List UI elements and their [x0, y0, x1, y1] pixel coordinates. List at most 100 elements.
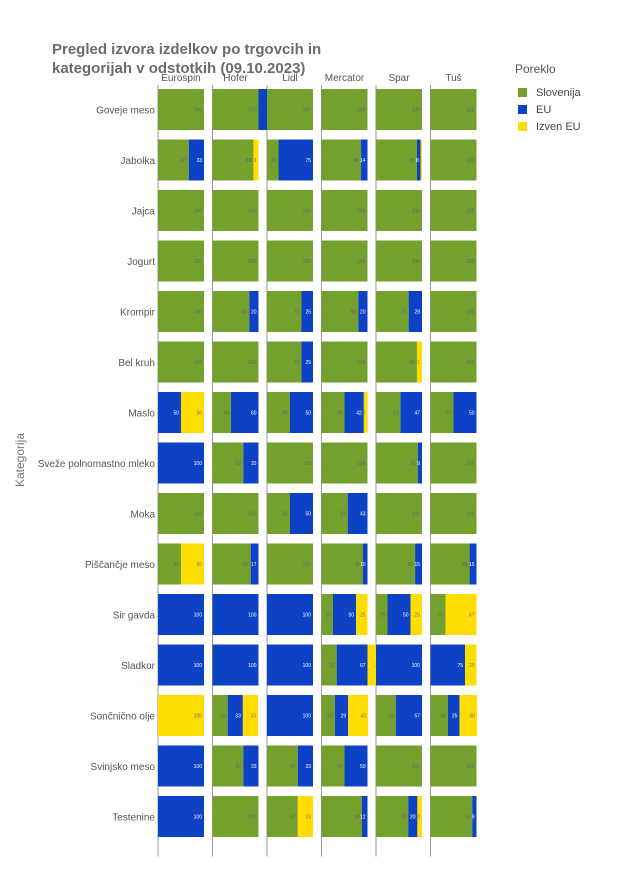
- bar-testenine-spar-eu: [408, 796, 418, 837]
- data-label-maslo-mercator-izven-eu: 8: [363, 411, 366, 417]
- bar-jabolka-lidl-slovenija: [267, 139, 279, 181]
- data-label-maslo-tus-slovenija: 50: [446, 411, 452, 417]
- data-label-sladkor-lidl-eu: 100: [303, 663, 312, 669]
- bar-soncnicno-olje-hofer-izven-eu: [242, 695, 259, 736]
- category-label-maslo: Maslo: [128, 409, 155, 420]
- legend-label-slovenija: Slovenija: [536, 86, 581, 99]
- data-label-soncnicno-olje-tus-slovenija: 38: [440, 714, 446, 720]
- bar-testenine-lidl-slovenija: [267, 796, 298, 837]
- bar-bel-kruh-lidl-eu: [301, 341, 313, 383]
- category-label-moka: Moka: [131, 510, 156, 521]
- bar-jogurt-mercator-slovenija: [321, 240, 368, 282]
- bar-moka-lidl-slovenija: [267, 493, 290, 534]
- bar-krompir-eurospin-slovenija: [158, 291, 204, 332]
- data-label-jabolka-lidl-eu: 75: [305, 158, 311, 164]
- data-label-testenine-lidl-izven-eu: 33: [305, 815, 311, 821]
- data-label-moka-lidl-slovenija: 50: [282, 512, 288, 518]
- data-label-jabolka-lidl-slovenija: 25: [271, 158, 277, 164]
- data-label-sir-gavda-tus-izven-eu: 67: [469, 613, 475, 619]
- bar-sveze-polnomastno-mleko-spar-slovenija: [376, 442, 418, 484]
- category-label-krompir: Krompir: [120, 308, 156, 319]
- bar-jajca-hofer-slovenija: [212, 190, 259, 231]
- bar-krompir-spar-eu: [408, 291, 422, 332]
- bar-soncnicno-olje-spar-eu: [395, 695, 422, 736]
- bar-sladkor-lidl-eu: [267, 644, 313, 686]
- bar-maslo-hofer-eu: [230, 392, 259, 433]
- bar-sladkor-eurospin-eu: [158, 644, 204, 686]
- legend-swatch-slovenija: [518, 88, 527, 97]
- bar-jabolka-hofer-slovenija: [212, 139, 254, 181]
- bar-maslo-lidl-eu: [290, 392, 313, 433]
- data-label-bel-kruh-mercator-slovenija: 100: [357, 360, 366, 366]
- data-label-piscancje-meso-lidl-slovenija: 100: [303, 562, 312, 568]
- bar-piscancje-meso-tus-slovenija: [430, 543, 470, 585]
- bar-sir-gavda-tus-izven-eu: [445, 594, 477, 635]
- bar-bel-kruh-mercator-slovenija: [321, 341, 368, 383]
- data-label-maslo-eurospin-izven-eu: 50: [196, 411, 202, 417]
- bar-piscancje-meso-lidl-slovenija: [267, 543, 313, 585]
- legend-item-eu: EU: [515, 101, 581, 118]
- data-label-piscancje-meso-mercator-eu: 10: [360, 562, 366, 568]
- bar-soncnicno-olje-tus-slovenija: [430, 695, 448, 736]
- data-label-soncnicno-olje-lidl-eu: 100: [303, 714, 312, 720]
- bar-jabolka-tus-slovenija: [430, 139, 477, 181]
- data-label-sladkor-tus-eu: 75: [457, 663, 463, 669]
- data-label-moka-lidl-eu: 50: [305, 512, 311, 518]
- data-label-svinjsko-meso-tus-slovenija: 100: [466, 764, 475, 770]
- data-label-testenine-eurospin-eu: 100: [194, 815, 203, 821]
- bar-sveze-polnomastno-mleko-mercator-slovenija: [321, 442, 368, 484]
- store-header-eurospin: Eurospin: [161, 73, 200, 84]
- data-label-svinjsko-meso-mercator-eu: 50: [360, 764, 366, 770]
- data-label-moka-mercator-slovenija: 57: [340, 512, 346, 518]
- data-label-testenine-mercator-eu: 12: [360, 815, 366, 821]
- bar-sir-gavda-spar-izven-eu: [410, 594, 422, 635]
- bar-testenine-mercator-eu: [361, 796, 368, 837]
- data-label-krompir-lidl-slovenija: 75: [294, 310, 300, 316]
- data-label-jabolka-eurospin-eu: 33: [196, 158, 202, 164]
- data-label-sir-gavda-mercator-eu: 50: [348, 613, 354, 619]
- bar-svinjsko-meso-mercator-slovenija: [321, 745, 345, 787]
- data-label-soncnicno-olje-mercator-eu: 29: [341, 714, 347, 720]
- bar-soncnicno-olje-hofer-eu: [227, 695, 243, 736]
- data-label-goveje-meso-eurospin-slovenija: 100: [194, 108, 203, 114]
- bar-testenine-lidl-izven-eu: [297, 796, 313, 837]
- bar-sir-gavda-spar-eu: [387, 594, 411, 635]
- bar-maslo-spar-eu: [400, 392, 422, 433]
- data-label-bel-kruh-tus-slovenija: 100: [466, 360, 475, 366]
- category-label-bel-kruh: Bel kruh: [118, 358, 155, 369]
- bar-sladkor-mercator-slovenija: [321, 644, 337, 686]
- data-label-sir-gavda-spar-slovenija: 25: [380, 613, 386, 619]
- category-label-jajca: Jajca: [132, 207, 156, 218]
- bar-moka-hofer-slovenija: [212, 493, 259, 534]
- bar-piscancje-meso-tus-eu: [469, 543, 477, 585]
- bar-sladkor-mercator-eu: [336, 644, 368, 686]
- y-axis-label: Kategorija: [13, 432, 27, 488]
- data-label-jabolka-spar-eu: 8: [416, 158, 419, 164]
- data-label-jabolka-hofer-slovenija: 89: [246, 158, 252, 164]
- bar-sir-gavda-spar-slovenija: [376, 594, 388, 635]
- data-label-testenine-tus-slovenija: 91: [465, 815, 471, 821]
- data-label-jabolka-tus-slovenija: 100: [466, 158, 475, 164]
- data-label-svinjsko-meso-lidl-eu: 33: [305, 764, 311, 770]
- bar-moka-eurospin-slovenija: [158, 493, 204, 534]
- bar-sir-gavda-tus-slovenija: [430, 594, 446, 635]
- data-label-bel-kruh-lidl-eu: 25: [305, 360, 311, 366]
- data-label-jogurt-eurospin-slovenija: 100: [194, 259, 203, 265]
- bar-krompir-lidl-eu: [301, 291, 313, 332]
- bar-jabolka-eurospin-slovenija: [158, 139, 189, 181]
- bar-goveje-meso-tus-slovenija: [430, 89, 477, 130]
- data-label-jogurt-spar-slovenija: 100: [412, 259, 421, 265]
- bar-sladkor-tus-izven-eu: [465, 644, 477, 686]
- data-label-sveze-polnomastno-mleko-spar-slovenija: 91: [410, 461, 416, 467]
- bar-jajca-tus-slovenija: [430, 190, 477, 231]
- data-label-testenine-mercator-slovenija: 88: [354, 815, 360, 821]
- bar-soncnicno-olje-mercator-eu: [334, 695, 349, 736]
- bar-svinjsko-meso-spar-slovenija: [376, 745, 422, 787]
- bar-svinjsko-meso-lidl-eu: [297, 745, 313, 787]
- bar-sveze-polnomastno-mleko-hofer-slovenija: [212, 442, 244, 484]
- data-label-moka-tus-slovenija: 100: [466, 512, 475, 518]
- bar-piscancje-meso-mercator-slovenija: [321, 543, 363, 585]
- bar-testenine-spar-slovenija: [376, 796, 409, 837]
- data-label-sir-gavda-mercator-slovenija: 25: [325, 613, 331, 619]
- data-label-moka-eurospin-slovenija: 100: [194, 512, 203, 518]
